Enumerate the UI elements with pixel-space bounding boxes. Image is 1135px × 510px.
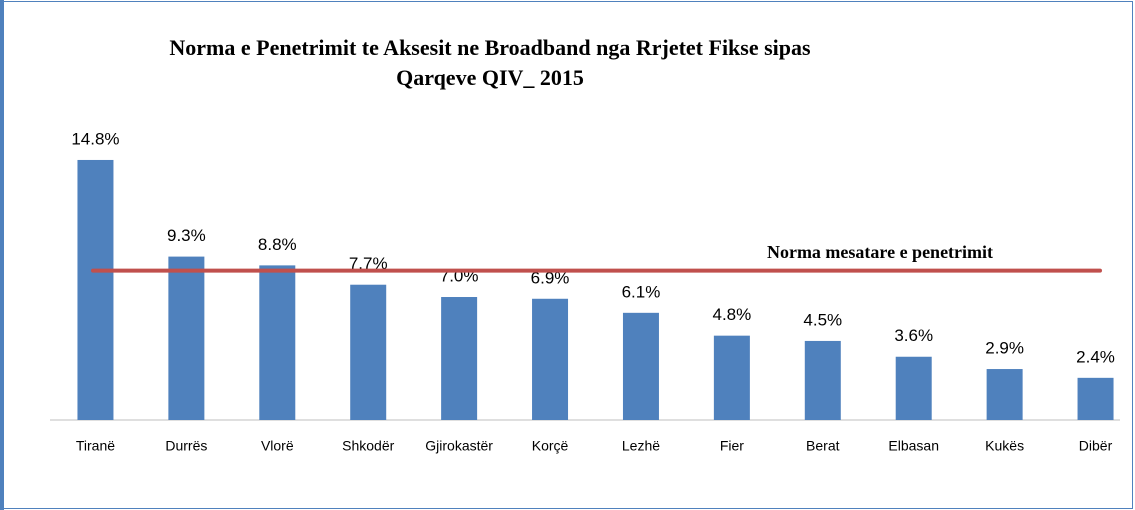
data-label: 7.7% (349, 254, 388, 273)
bar (259, 265, 296, 420)
data-label: 4.5% (803, 310, 842, 329)
x-tick-label: Kukës (985, 438, 1024, 454)
data-label: 2.9% (985, 339, 1024, 358)
data-label: 2.4% (1076, 347, 1115, 366)
data-label: 14.8% (71, 129, 119, 148)
average-label: Norma mesatare e penetrimit (767, 242, 993, 262)
x-tick-label: Fier (720, 438, 744, 454)
x-tick-label: Gjirokastër (425, 438, 493, 454)
bar (168, 256, 205, 420)
bar (441, 297, 478, 420)
data-label: 6.1% (622, 282, 661, 301)
x-tick-label: Korçë (532, 438, 569, 454)
x-tick-label: Elbasan (888, 438, 939, 454)
x-tick-label: Dibër (1079, 438, 1113, 454)
x-tick-label: Lezhë (622, 438, 660, 454)
bar (986, 369, 1023, 420)
bar (77, 159, 114, 421)
chart-title: Qarqeve QIV_ 2015 (396, 65, 584, 90)
bar (532, 298, 569, 420)
data-label: 6.9% (531, 268, 570, 287)
bar (350, 284, 387, 420)
x-tick-label: Vlorë (261, 438, 294, 454)
bar (895, 356, 932, 420)
data-label: 3.6% (894, 326, 933, 345)
bar (1077, 377, 1114, 420)
x-tick-label: Durrës (165, 438, 207, 454)
data-label: 4.8% (713, 305, 752, 324)
bar (804, 340, 841, 420)
frame-edge (0, 0, 4, 510)
x-tick-label: Shkodër (342, 438, 394, 454)
x-tick-label: Berat (806, 438, 840, 454)
bar (622, 312, 659, 420)
data-label: 8.8% (258, 235, 297, 254)
chart-title: Norma e Penetrimit te Aksesit ne Broadba… (169, 35, 811, 60)
bar (713, 335, 750, 420)
data-label: 9.3% (167, 226, 206, 245)
x-tick-label: Tiranë (76, 438, 115, 454)
